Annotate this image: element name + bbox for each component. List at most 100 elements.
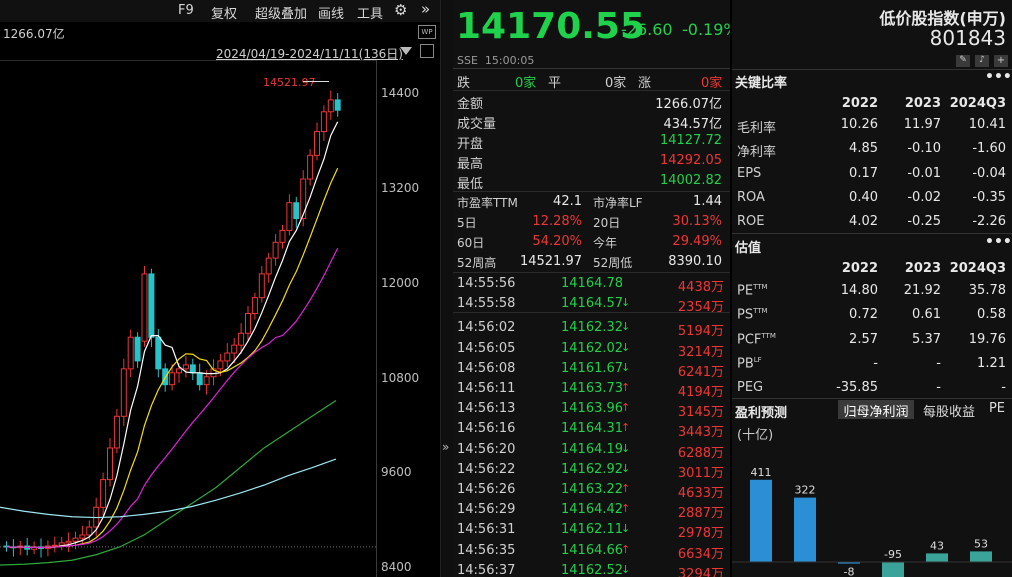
arrow-down-icon: ↓ bbox=[621, 340, 631, 354]
y-tick-label: 12000 bbox=[381, 276, 420, 290]
valuation-value: 8390.10 bbox=[668, 254, 722, 269]
ma120-line bbox=[0, 458, 337, 519]
tick-row[interactable]: 14:56:11 14163.73 ↑ 4194万 bbox=[453, 379, 730, 400]
candle bbox=[265, 257, 272, 275]
candle bbox=[307, 154, 314, 180]
valuation-more-icon[interactable]: ••• bbox=[985, 234, 1012, 250]
overlay-button[interactable]: 超级叠加 bbox=[255, 7, 308, 22]
tick-volume: 4633万 bbox=[677, 486, 724, 501]
arrow-down-icon: ↓ bbox=[621, 320, 631, 334]
candlestick-chart[interactable] bbox=[0, 60, 376, 577]
ratio-value: 4.85 bbox=[849, 141, 878, 157]
tick-row[interactable]: 14:56:08 14161.67 ↓ 6241万 bbox=[453, 359, 730, 380]
bell-icon[interactable]: ♪ bbox=[975, 55, 989, 67]
candle bbox=[224, 352, 231, 362]
tools-button[interactable]: 工具 bbox=[357, 7, 384, 22]
tab-net-profit[interactable]: 归母净利润 bbox=[838, 400, 914, 420]
ratio-label: PCFTTM bbox=[737, 331, 776, 347]
candle bbox=[189, 364, 196, 374]
ratio-value: 10.41 bbox=[968, 117, 1006, 132]
tick-row[interactable]: 14:56:29 14164.42 ↑ 2887万 bbox=[453, 500, 730, 521]
chart-toolbar: F9 复权 超级叠加 画线 工具 ⚙ » bbox=[0, 0, 440, 22]
ratio-value: 0.40 bbox=[849, 189, 878, 205]
tick-row[interactable]: 14:55:56 14164.78 4438万 bbox=[453, 274, 730, 295]
fuquan-button[interactable]: 复权 bbox=[211, 7, 238, 22]
add-icon[interactable]: + bbox=[994, 55, 1008, 67]
ratio-value: 35.78 bbox=[968, 283, 1006, 298]
candle bbox=[182, 364, 189, 370]
index-name: 低价股指数(申万) bbox=[879, 9, 1006, 28]
year-header: 2023 bbox=[904, 261, 941, 276]
kline-panel[interactable]: F9 复权 超级叠加 画线 工具 ⚙ » 1266.07亿 WP 2024/04… bbox=[0, 0, 440, 577]
valuation-value: 12.28% bbox=[532, 214, 582, 229]
range-dropdown-icon[interactable] bbox=[400, 47, 412, 55]
range-box-icon[interactable] bbox=[420, 44, 434, 58]
tick-row[interactable]: 14:56:35 14164.66 ↑ 6634万 bbox=[453, 541, 730, 562]
tick-row[interactable]: 14:55:58 14164.57 ↓ 2354万 bbox=[453, 294, 730, 315]
valuation-label: 60日 bbox=[457, 236, 485, 250]
tick-time: 14:56:08 bbox=[457, 360, 516, 376]
tick-row[interactable]: 14:56:22 14162.92 ↓ 3011万 bbox=[453, 460, 730, 481]
ratio-label-suffix: TTM bbox=[761, 331, 776, 340]
ma5-line bbox=[6, 121, 339, 549]
wp-icon[interactable]: WP bbox=[418, 25, 436, 39]
edit-icon[interactable]: ✎ bbox=[956, 55, 970, 67]
tick-row[interactable]: 14:56:37 14162.52 ↓ 3294万 bbox=[453, 561, 730, 577]
valuation-label: 市净率LF bbox=[593, 196, 643, 210]
ratio-row: 净利率 4.85 -0.10 -1.60 bbox=[732, 138, 1012, 162]
quote-panel: 14170.55 -26.60 -0.19% SSE 15:00:05 跌 0家… bbox=[453, 0, 739, 577]
ratio-value: -2.26 bbox=[972, 214, 1006, 230]
tick-time: 14:56:05 bbox=[457, 340, 516, 356]
tick-time: 14:56:37 bbox=[457, 562, 516, 577]
candle bbox=[334, 99, 341, 111]
candle bbox=[58, 542, 65, 546]
expand-icon[interactable]: » bbox=[421, 0, 431, 18]
valuation-row: 52周高 14521.97 52周低 8390.10 bbox=[453, 252, 730, 272]
tick-volume: 3443万 bbox=[677, 425, 724, 441]
stat-label: 最低 bbox=[457, 177, 484, 192]
tick-row[interactable]: 14:56:16 14164.31 ↑ 3443万 bbox=[453, 419, 730, 441]
ma20-line bbox=[6, 247, 339, 549]
collapse-strip[interactable]: » bbox=[440, 0, 453, 577]
tick-row[interactable]: 14:56:31 14162.11 ↓ 2978万 bbox=[453, 520, 730, 541]
ratio-label: ROA bbox=[737, 189, 765, 205]
candle bbox=[113, 415, 120, 449]
tab-pe[interactable]: PE bbox=[988, 401, 1006, 416]
stat-row: 最高 14292.05 bbox=[453, 151, 730, 172]
ratio-value: 0.72 bbox=[849, 307, 878, 323]
candle bbox=[279, 229, 286, 243]
candle bbox=[258, 273, 265, 299]
tick-row[interactable]: 14:56:05 14162.02 ↓ 3214万 bbox=[453, 339, 730, 360]
tick-row[interactable]: 14:56:26 14163.22 ↑ 4633万 bbox=[453, 480, 730, 501]
tick-row[interactable]: 14:56:02 14162.32 ↓ 5194万 bbox=[453, 318, 730, 339]
draw-button[interactable]: 画线 bbox=[318, 7, 345, 22]
ratio-row: ROA 0.40 -0.02 -0.35 bbox=[732, 187, 1012, 211]
tick-row[interactable]: 14:56:20 14164.19 ↓ 6288万 bbox=[453, 440, 730, 461]
stat-label: 金额 bbox=[457, 97, 484, 112]
tick-price: 14164.57 bbox=[561, 296, 624, 312]
ratios-more-icon[interactable]: ••• bbox=[985, 69, 1012, 85]
ratio-value: 2.57 bbox=[849, 331, 878, 347]
stat-row: 最低 14002.82 bbox=[453, 171, 730, 192]
tick-price: 14162.32 bbox=[561, 320, 624, 336]
forecast-bar bbox=[926, 553, 948, 562]
f9-button[interactable]: F9 bbox=[178, 3, 194, 18]
ratio-value: -1.60 bbox=[972, 141, 1006, 157]
candle bbox=[286, 202, 293, 231]
y-tick-label: 14400 bbox=[381, 86, 420, 100]
ratio-label-suffix: LF bbox=[753, 355, 762, 364]
stat-row: 成交量 434.57亿 bbox=[453, 111, 730, 132]
gear-icon[interactable]: ⚙ bbox=[394, 1, 408, 19]
candle bbox=[79, 534, 86, 539]
collapse-icon[interactable]: » bbox=[442, 440, 450, 454]
valuation-value: 29.49% bbox=[672, 234, 722, 249]
ratio-value: 4.02 bbox=[849, 214, 878, 230]
arrow-up-icon: ↑ bbox=[621, 502, 631, 516]
date-range[interactable]: 2024/04/19-2024/11/11(136日) bbox=[216, 47, 403, 61]
candle bbox=[155, 336, 162, 370]
tick-time: 14:56:22 bbox=[457, 461, 516, 477]
tab-eps[interactable]: 每股收益 bbox=[922, 405, 975, 420]
arrow-down-icon: ↓ bbox=[621, 461, 631, 475]
valuation-value: 30.13% bbox=[672, 214, 722, 229]
tick-row[interactable]: 14:56:13 14163.96 ↑ 3145万 bbox=[453, 399, 730, 420]
